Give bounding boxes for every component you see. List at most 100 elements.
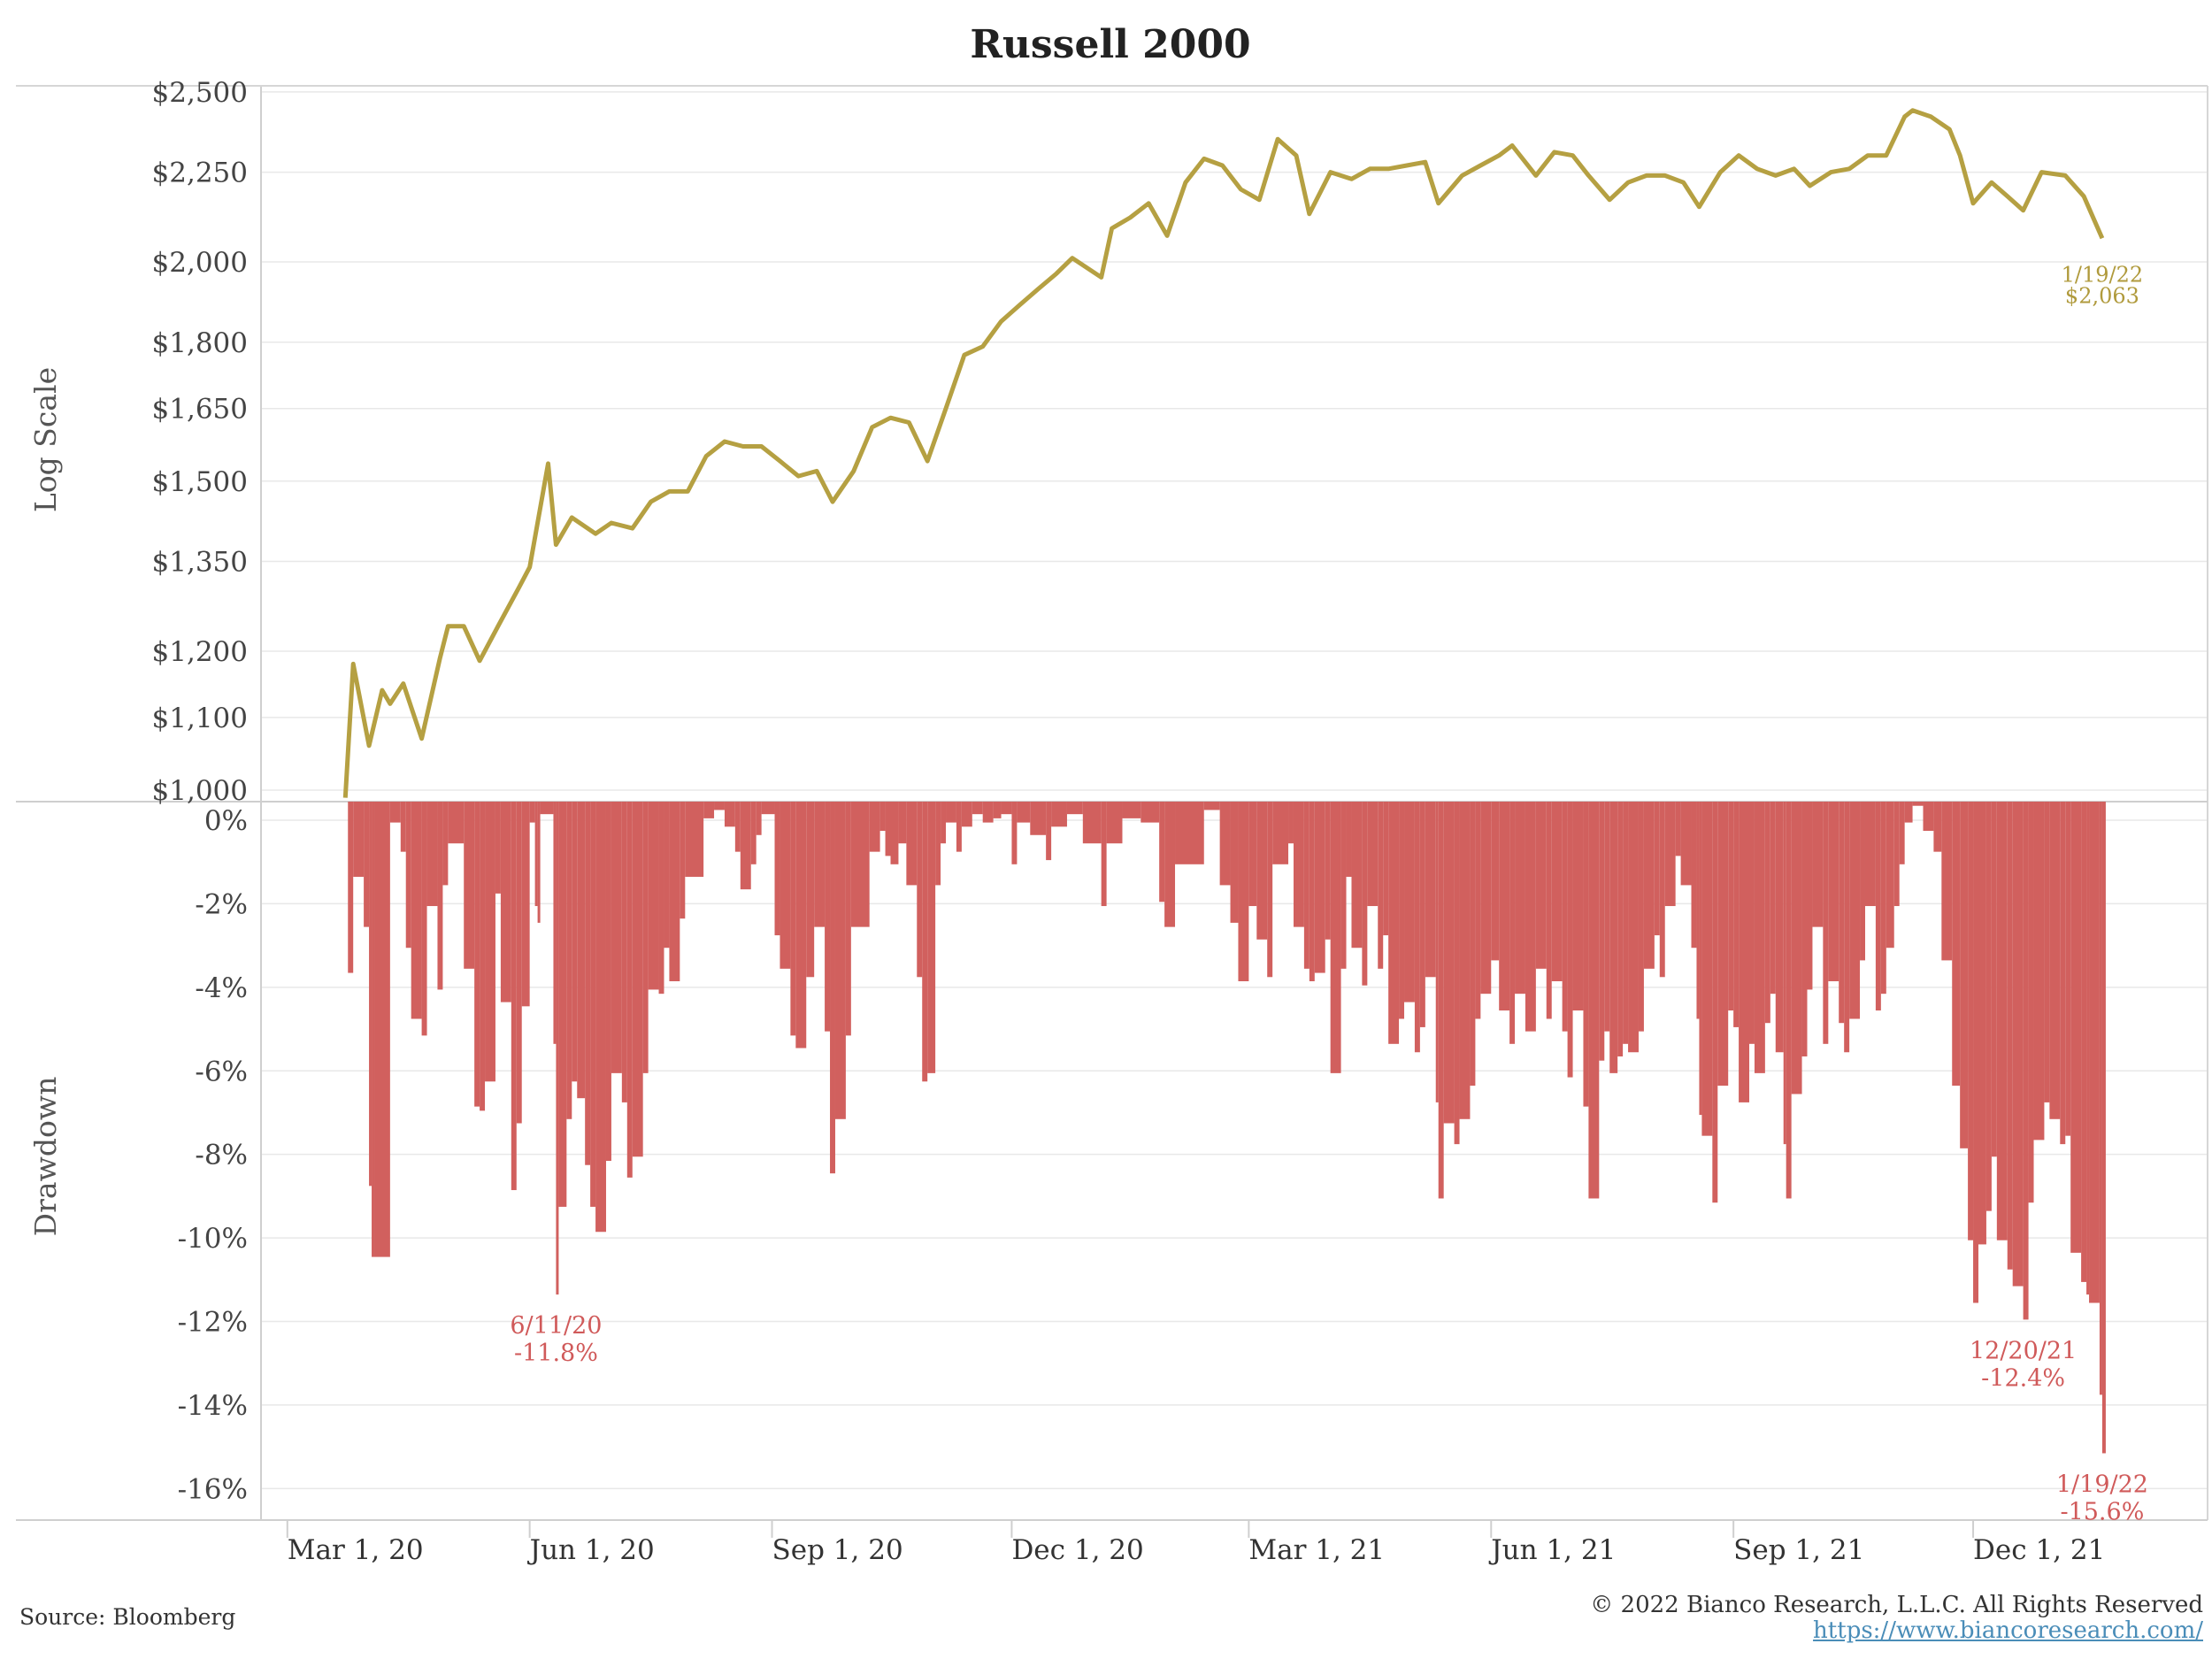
x-tick-label: Sep 1, 20 [772,1534,903,1566]
drawdown-bar [1175,802,1204,864]
drawdown-bar [1583,802,1589,1107]
drawdown-bar [1272,802,1289,864]
drawdown-bar [714,802,725,810]
drawdown-bar [1051,802,1067,827]
drawdown-bar [834,802,846,1119]
drawdown-bar [1839,802,1845,1024]
drawdown-bar [830,802,835,1174]
drawdown-bar [927,802,936,1073]
x-tick-label: Mar 1, 20 [288,1534,424,1566]
drawdown-bar [374,802,390,1257]
drawdown-bar [1696,802,1700,1019]
drawdown-bar [2089,802,2100,1303]
drawdown-bar [2099,802,2102,1395]
drawdown-bar [2023,802,2029,1320]
drawdown-axis-label: Drawdown [28,1077,63,1237]
drawdown-bar [1238,802,1249,981]
drawdown-bar [2033,802,2045,1141]
price-tick-label: $2,250 [152,157,248,189]
price-tick-label: $1,000 [152,775,248,807]
x-tick-label: Sep 1, 21 [1733,1534,1864,1566]
drawdown-bar [572,802,578,1082]
drawdown-bar [1475,802,1481,1019]
price-tick-label: $2,500 [152,77,248,109]
drawdown-bar [566,802,572,1119]
price-axis-label: Log Scale [28,367,63,512]
drawdown-bar [1454,802,1460,1145]
drawdown-bar [1367,802,1379,907]
drawdown-bar [1617,802,1624,1056]
drawdown-tick-label: -12% [178,1307,248,1339]
drawdown-bar [1325,802,1331,940]
drawdown-bar [556,802,559,1295]
drawdown-bar [2044,802,2050,1102]
x-tick-label: Dec 1, 20 [1011,1534,1143,1566]
drawdown-bar [1791,802,1802,1094]
price-tick-label: $2,000 [152,247,248,279]
drawdown-bar [1996,802,2008,1240]
drawdown-bar [595,802,606,1233]
drawdown-tick-label: -16% [178,1473,248,1505]
price-tick-label: $1,800 [152,327,248,359]
drawdown-bar [511,802,517,1191]
drawdown-bar [906,802,918,886]
drawdown-bar [2012,802,2024,1286]
drawdown-bar [537,802,541,923]
drawdown-bar [1425,802,1436,978]
drawdown-bar [795,802,807,1048]
drawdown-bar [648,802,659,990]
drawdown-bar [1775,802,1784,1053]
drawdown-tick-label: -2% [195,888,248,920]
drawdown-bar [553,802,557,1044]
drawdown-bar [885,802,891,856]
drawdown-bar [1952,802,1961,1087]
drawdown-bar [972,802,983,815]
drawdown-bar [1551,802,1563,981]
drawdown-bar [664,802,670,949]
price-grid [261,91,2208,791]
drawdown-annotation-value: -15.6% [2060,1498,2144,1525]
drawdown-bar [1535,802,1547,969]
website-link[interactable]: https://www.biancoresearch.com/ [1813,1617,2203,1644]
drawdown-bar [890,802,899,864]
drawdown-bar [353,802,365,877]
drawdown-bar [1849,802,1861,1019]
drawdown-bar [464,802,475,969]
drawdown-bar [1267,802,1273,978]
drawdown-bars [348,802,2106,1454]
drawdown-bar [1404,802,1415,1002]
drawdown-bar [1435,802,1439,1102]
drawdown-bar [1628,802,1639,1053]
drawdown-bar [1604,802,1610,1032]
drawdown-bar [1351,802,1363,949]
drawdown-bar [1801,802,1808,1056]
drawdown-bar [1046,802,1052,861]
drawdown-annotation-date: 12/20/21 [1970,1337,2077,1364]
drawdown-bar [1941,802,1953,961]
drawdown-bar [850,802,870,927]
drawdown-bar [1599,802,1605,1061]
drawdown-bar [1968,802,1974,1240]
drawdown-bar [1219,802,1231,886]
drawdown-bar [577,802,586,1099]
drawdown-bar [1362,802,1368,986]
drawdown-bar [961,802,972,827]
x-tick-label: Dec 1, 21 [1973,1534,2105,1566]
drawdown-bar [1764,802,1770,1024]
drawdown-bar [2065,802,2071,1136]
drawdown-bar [2028,802,2034,1203]
drawdown-bar [1330,802,1341,1073]
drawdown-bar [1399,802,1405,1019]
price-tick-label: $1,100 [152,703,248,734]
drawdown-bar [1470,802,1476,1087]
drawdown-bar [1812,802,1824,927]
drawdown-annotation-value: -11.8% [514,1340,598,1367]
drawdown-bar [1754,802,1765,1073]
drawdown-bar [1106,802,1123,844]
drawdown-bar [1164,802,1176,927]
price-annotation-date: 1/19/22 [2062,262,2144,287]
drawdown-bar [1643,802,1655,969]
drawdown-bar [956,802,962,852]
drawdown-bar [558,802,567,1207]
drawdown-bar [1875,802,1881,1011]
